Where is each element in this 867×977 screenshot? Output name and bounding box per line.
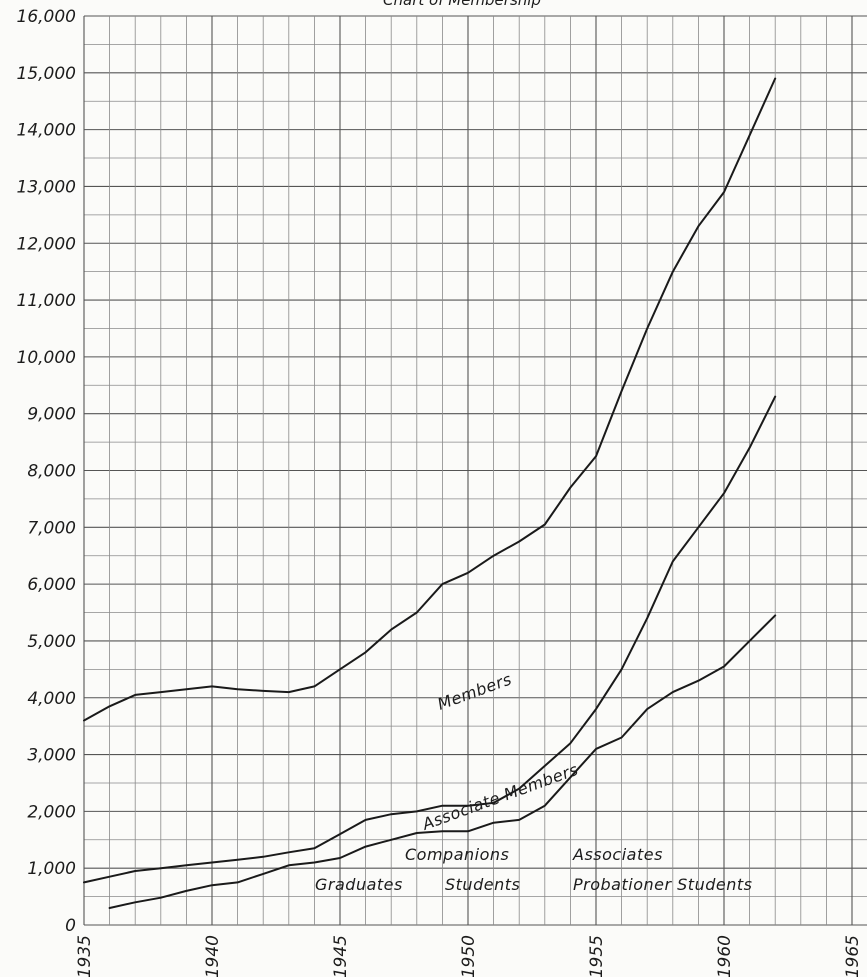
x-tick-label: 1945	[331, 935, 351, 977]
y-tick-label: 2,000	[27, 802, 76, 822]
x-axis-tick-labels: 1935 1940 1945 1950 1955 1960 1965	[75, 935, 863, 977]
y-tick-label: 5,000	[27, 632, 76, 652]
annotation-members: Members	[435, 669, 514, 713]
y-tick-label: 9,000	[27, 405, 76, 425]
chart-grid	[83, 15, 867, 926]
annotation-students: Students	[445, 875, 520, 894]
annotation-graduates: Graduates	[315, 875, 403, 894]
series-line-3	[108, 614, 777, 909]
y-tick-label: 1,000	[27, 859, 76, 879]
series-lines	[83, 77, 777, 909]
series-line-1	[83, 77, 777, 722]
y-tick-label: 15,000	[17, 64, 76, 84]
x-tick-label: 1935	[75, 935, 95, 977]
annotation-probationer-students: Probationer Students	[573, 875, 752, 894]
annotation-associates: Associates	[572, 845, 663, 864]
y-tick-label: 0	[65, 916, 76, 936]
x-tick-label: 1960	[715, 935, 735, 977]
y-tick-label: 8,000	[27, 462, 76, 482]
x-tick-label: 1950	[459, 935, 479, 977]
x-tick-label: 1940	[203, 935, 223, 977]
y-axis-tick-labels: 0 1,000 2,000 3,000 4,000 5,000 6,000 7,000 8,00…	[17, 7, 76, 936]
series-line-2	[83, 395, 777, 884]
y-tick-label: 16,000	[17, 7, 76, 27]
y-tick-label: 13,000	[17, 177, 76, 197]
annotation-companions: Companions	[405, 845, 509, 864]
y-tick-label: 14,000	[17, 121, 76, 141]
y-tick-label: 12,000	[17, 234, 76, 254]
chart-title: Chart of Membership	[383, 0, 541, 9]
y-tick-label: 3,000	[27, 746, 76, 766]
x-tick-label: 1955	[587, 935, 607, 977]
x-tick-label: 1965	[843, 935, 863, 977]
y-tick-label: 11,000	[17, 291, 76, 311]
y-tick-label: 4,000	[27, 689, 76, 709]
y-tick-label: 6,000	[27, 575, 76, 595]
y-tick-label: 7,000	[27, 518, 76, 538]
y-tick-label: 10,000	[17, 348, 76, 368]
